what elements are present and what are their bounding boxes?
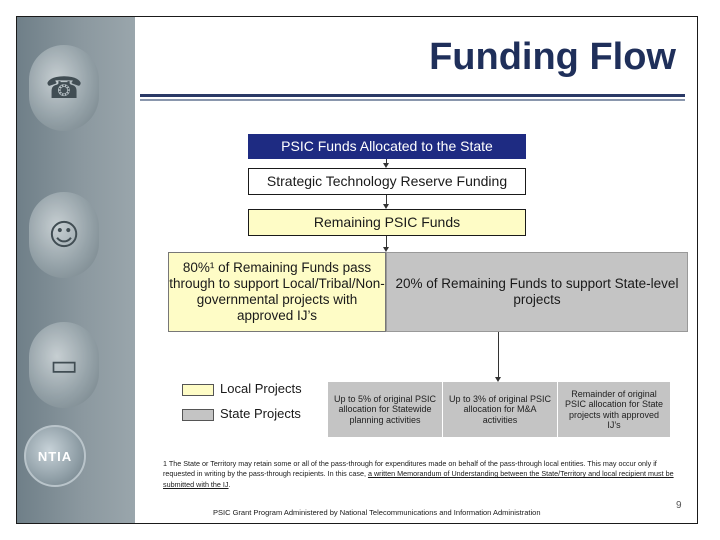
page-number: 9 bbox=[676, 500, 682, 511]
title-rule-light bbox=[140, 99, 685, 101]
arrow-down bbox=[383, 159, 389, 168]
state-sub-box: Up to 3% of original PSIC allocation for… bbox=[443, 382, 558, 437]
arrow-down bbox=[383, 236, 389, 252]
legend-swatch-state bbox=[182, 409, 214, 421]
title-rule bbox=[140, 94, 685, 97]
laptop-icon: ▭ bbox=[29, 322, 99, 408]
state-sub-box: Up to 5% of original PSIC allocation for… bbox=[328, 382, 443, 437]
str-funding-box: Strategic Technology Reserve Funding bbox=[248, 168, 526, 195]
local-split-box: 80%¹ of Remaining Funds pass through to … bbox=[168, 252, 386, 332]
arrow-down bbox=[495, 332, 501, 382]
officer-icon: ☺ bbox=[29, 192, 99, 278]
legend-label-local: Local Projects bbox=[220, 381, 302, 396]
ntia-logo: NTIA bbox=[24, 425, 86, 487]
remaining-funds-box: Remaining PSIC Funds bbox=[248, 209, 526, 236]
arrow-down bbox=[383, 195, 389, 209]
state-sub-box: Remainder of original PSIC allocation fo… bbox=[558, 382, 670, 437]
legend-swatch-local bbox=[182, 384, 214, 396]
footnote-mou: a written Memorandum of Understanding be… bbox=[163, 469, 674, 489]
legend-label-state: State Projects bbox=[220, 406, 301, 421]
radio-icon: ☎ bbox=[29, 45, 99, 131]
state-split-box: 20% of Remaining Funds to support State-… bbox=[386, 252, 688, 332]
footnote: 1 The State or Territory may retain some… bbox=[163, 459, 674, 489]
footer-text: PSIC Grant Program Administered by Natio… bbox=[213, 508, 541, 517]
slide-title: Funding Flow bbox=[429, 36, 676, 78]
allocated-funds-box: PSIC Funds Allocated to the State bbox=[248, 134, 526, 159]
